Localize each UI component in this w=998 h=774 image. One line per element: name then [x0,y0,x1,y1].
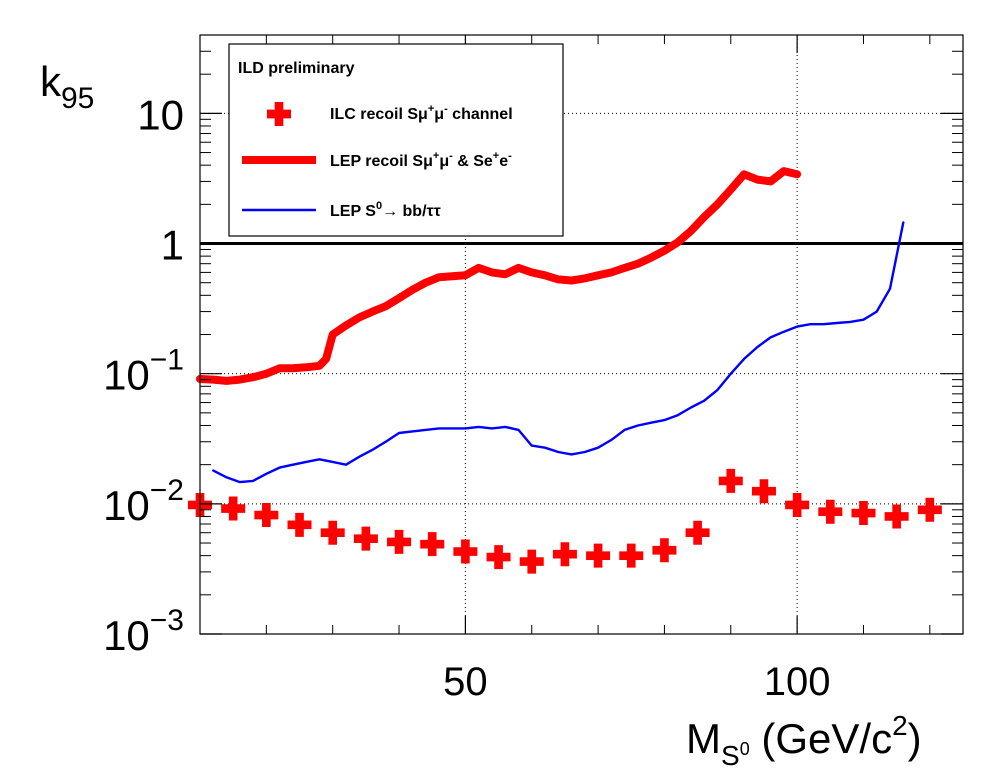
ilc-point-22 [917,497,942,522]
ilc-point-10-shape [519,549,544,574]
ilc-point-10 [519,549,544,574]
ilc-point-18 [785,492,810,517]
ilc-point-18-shape [785,492,810,517]
ilc-point-4-shape [320,520,345,545]
ilc-point-8-shape [453,539,478,564]
ilc-point-17-shape [751,479,776,504]
y-tick-label-4: 10 [137,91,184,138]
x-axis-title: MS0 (GeV/c2) [686,710,922,771]
ilc-point-15-shape [685,520,710,545]
x-tick-label-0: 50 [443,660,488,704]
ilc-point-4 [320,520,345,545]
ilc-point-1-shape [221,496,246,521]
ilc-point-5-shape [353,526,378,551]
legend-cross-shape [267,102,291,126]
ilc-point-9-shape [486,545,511,570]
y-axis-title: k95 [40,58,94,115]
ilc-point-16 [718,468,743,493]
ilc-point-11 [552,542,577,567]
ilc-point-22-shape [917,497,942,522]
ilc-point-21-shape [884,504,909,529]
ilc-point-20-shape [851,501,876,526]
legend-cross-shape-shape [267,102,291,126]
ilc-point-3 [287,512,312,537]
y-tick-label-2: 10−1 [103,344,184,399]
legend: ILD preliminary ILC recoil Sμ+μ- channel… [228,43,564,237]
legend-title: ILD preliminary [238,60,355,77]
ilc-point-19-shape [818,499,843,524]
ilc-point-14-shape [652,538,677,563]
ilc-point-7-shape [420,532,445,557]
ilc-point-15 [685,520,710,545]
ilc-point-21 [884,504,909,529]
legend-marker-ilc-cross [267,102,291,126]
lep-recoil-curve [196,167,802,385]
ilc-point-6 [387,529,412,554]
y-tick-label-3: 1 [161,222,184,269]
legend-label-ilc: ILC recoil Sμ+μ- channel [330,103,513,123]
y-tick-label-0: 10−3 [103,604,184,659]
ilc-point-12-shape [586,543,611,568]
ilc-point-13 [619,543,644,568]
ilc-point-2-shape [254,503,279,528]
ilc-point-14 [652,538,677,563]
ilc-point-20 [851,501,876,526]
ilc-point-16-shape [718,468,743,493]
legend-label-lep-recoil: LEP recoil Sμ+μ- & Se+e- [330,150,512,170]
ilc-point-11-shape [552,542,577,567]
y-tick-label-1: 10−2 [103,474,184,529]
ilc-point-7 [420,532,445,557]
ilc-point-8 [453,539,478,564]
ilc-point-6-shape [387,529,412,554]
ilc-point-9 [486,545,511,570]
series-group [188,167,942,574]
ilc-point-13-shape [619,543,644,568]
ilc-point-3-shape [287,512,312,537]
ilc-point-5 [353,526,378,551]
ilc-point-2 [254,503,279,528]
legend-box [228,43,564,237]
lep-s0-bb-tautau-curve [212,221,905,484]
ilc-point-12 [586,543,611,568]
ilc-point-17 [751,479,776,504]
legend-label-lep-s0: LEP S0→ bb/ττ [330,200,441,220]
ilc-point-1 [221,496,246,521]
axis-tick-labels: 50 100 10−3 10−2 10−1 1 10 [103,91,830,704]
ilc-point-19 [818,499,843,524]
x-tick-label-1: 100 [764,660,831,704]
